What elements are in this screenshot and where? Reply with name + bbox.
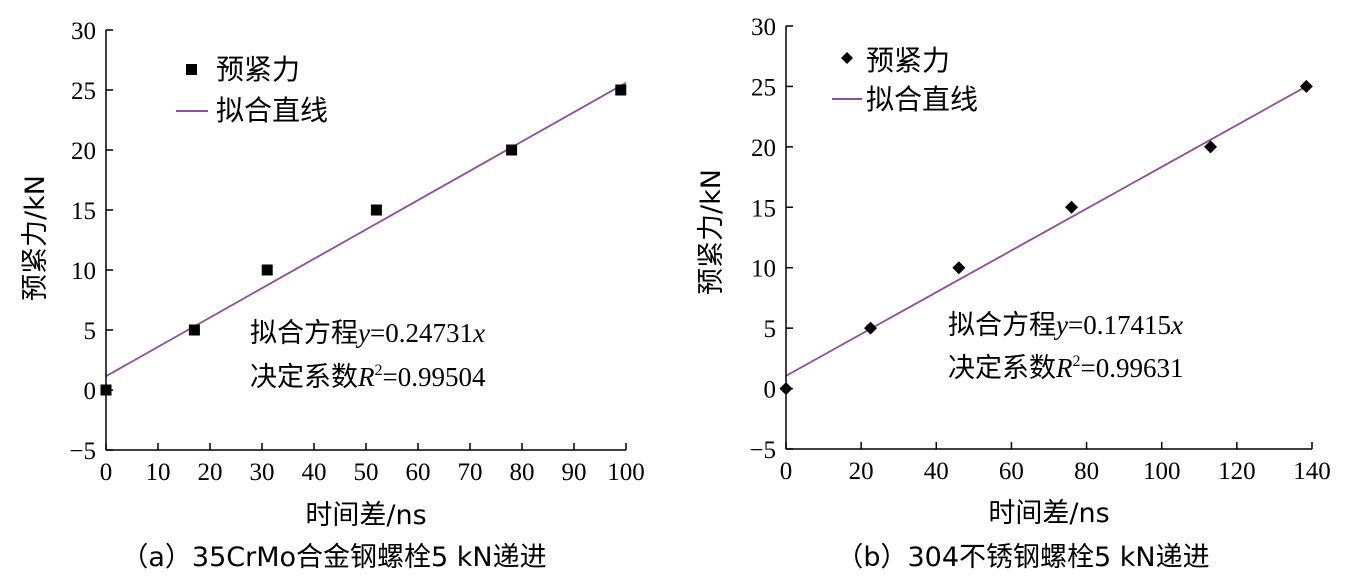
chart-a-r-squared: 决定系数R2=0.99504	[250, 362, 486, 393]
chart-a-x-tick-label: 100	[607, 459, 645, 486]
chart-a-data-point	[615, 84, 627, 96]
chart-b-legend-label-fit: 拟合直线	[866, 83, 978, 116]
chart-a-marks	[100, 82, 627, 396]
chart-a-r-val: =0.99504	[383, 362, 486, 392]
chart-b-x-label: 时间差/ns	[988, 498, 1109, 529]
chart-b-marks	[779, 79, 1313, 396]
chart-b-legend-label-points: 预紧力	[866, 44, 950, 77]
chart-a-y-tick-label: 0	[84, 378, 97, 405]
chart-b-data-point	[1299, 79, 1313, 93]
chart-a-y-tick-label: 5	[84, 318, 97, 345]
chart-a-r-sup: 2	[375, 362, 383, 379]
chart-b-caption: （b）304不锈钢螺栓5 kN递进	[836, 542, 1209, 573]
chart-a-data-point	[188, 324, 200, 336]
chart-a-x-tick-label: 0	[100, 459, 113, 486]
chart-b-x-tick-label: 120	[1218, 458, 1256, 485]
chart-b-x-tick-label: 0	[780, 458, 793, 485]
chart-b-x-tick-label: 60	[999, 458, 1024, 485]
chart-b-eq-x: x	[1170, 310, 1183, 340]
chart-a-r-prefix: 决定系数	[250, 362, 358, 393]
chart-b-r-val: =0.99631	[1081, 353, 1184, 383]
chart-a-data-point	[506, 144, 518, 156]
chart-b-y-tick-label: 0	[764, 377, 777, 404]
chart-a-legend-marker-square	[186, 64, 197, 75]
chart-b-y-tick-label: 15	[751, 195, 776, 222]
chart-a-legend-label-fit: 拟合直线	[216, 94, 328, 127]
chart-a-caption: （a）35CrMo合金钢螺栓5 kN递进	[121, 542, 546, 573]
chart-b-x-tick-label: 40	[924, 458, 949, 485]
chart-a-y-tick-label: 30	[71, 18, 96, 45]
chart-b-y-tick-label: 30	[751, 14, 776, 41]
chart-b-eq-mid: =0.17415	[1068, 310, 1171, 340]
chart-b-legend-marker-diamond	[841, 52, 853, 64]
chart-a-eq-x: x	[472, 318, 485, 348]
chart-b-x-tick-label: 80	[1074, 458, 1099, 485]
chart-b-r-var: R	[1055, 353, 1073, 383]
chart-b-x-tick-label: 140	[1293, 458, 1331, 485]
chart-a-x-tick-label: 90	[562, 459, 587, 486]
chart-b-data-point	[864, 321, 878, 335]
chart-a-data-point	[370, 204, 382, 216]
chart-b-data-point	[952, 261, 966, 275]
chart-a-x-tick-label: 40	[302, 459, 327, 486]
chart-b-eq-prefix: 拟合方程	[948, 310, 1056, 341]
chart-b-y-tick-label: 5	[764, 316, 777, 343]
chart-a-x-tick-label: 10	[146, 459, 171, 486]
chart-b-r-squared: 决定系数R2=0.99631	[948, 353, 1183, 384]
chart-b-y-tick-label: 25	[751, 74, 776, 101]
chart-b-fit-equation: 拟合方程y=0.17415x	[948, 310, 1183, 341]
chart-b-r-prefix: 决定系数	[948, 353, 1056, 384]
chart-a-y-tick-label: 25	[71, 78, 96, 105]
chart-a-y-label: 预紧力/kN	[20, 175, 51, 301]
chart-a-x-tick-label: 30	[250, 459, 275, 486]
chart-a-y-tick-label: 20	[71, 138, 96, 165]
chart-a-eq-mid: =0.24731	[370, 318, 473, 348]
chart-b-eq-var: y	[1053, 310, 1068, 340]
chart-a-y-tick-label: 10	[71, 258, 96, 285]
chart-b-data-point	[1204, 140, 1218, 154]
chart-a-x-tick-label: 80	[510, 459, 535, 486]
chart-b-y-tick-label: 20	[751, 135, 776, 162]
chart-a-x-label: 时间差/ns	[305, 500, 426, 531]
chart-a-data-point	[261, 264, 273, 276]
chart-b-r-sup: 2	[1073, 353, 1081, 370]
chart-a-eq-prefix: 拟合方程	[250, 318, 358, 349]
chart-a-x-tick-label: 70	[458, 459, 483, 486]
chart-a-r-var: R	[357, 362, 375, 392]
chart-a-eq-var: y	[355, 318, 370, 348]
chart-a-x-tick-label: 20	[198, 459, 223, 486]
chart-a-fit-equation: 拟合方程y=0.24731x	[250, 318, 485, 349]
chart-a-x-tick-label: 50	[354, 459, 379, 486]
chart-b-y-label: 预紧力/kN	[696, 169, 727, 295]
chart-b-x-tick-label: 100	[1143, 458, 1181, 485]
chart-b-x-tick-label: 20	[849, 458, 874, 485]
chart-a-x-tick-label: 60	[406, 459, 431, 486]
chart-a-y-tick-label: 15	[71, 198, 96, 225]
chart-b-y-tick-label: −5	[749, 437, 776, 464]
chart-a-y-tick-label: −5	[69, 438, 96, 465]
chart-b-data-point	[1065, 200, 1079, 214]
chart-b-y-tick-label: 10	[751, 256, 776, 283]
chart-a-legend-label-points: 预紧力	[216, 53, 300, 86]
